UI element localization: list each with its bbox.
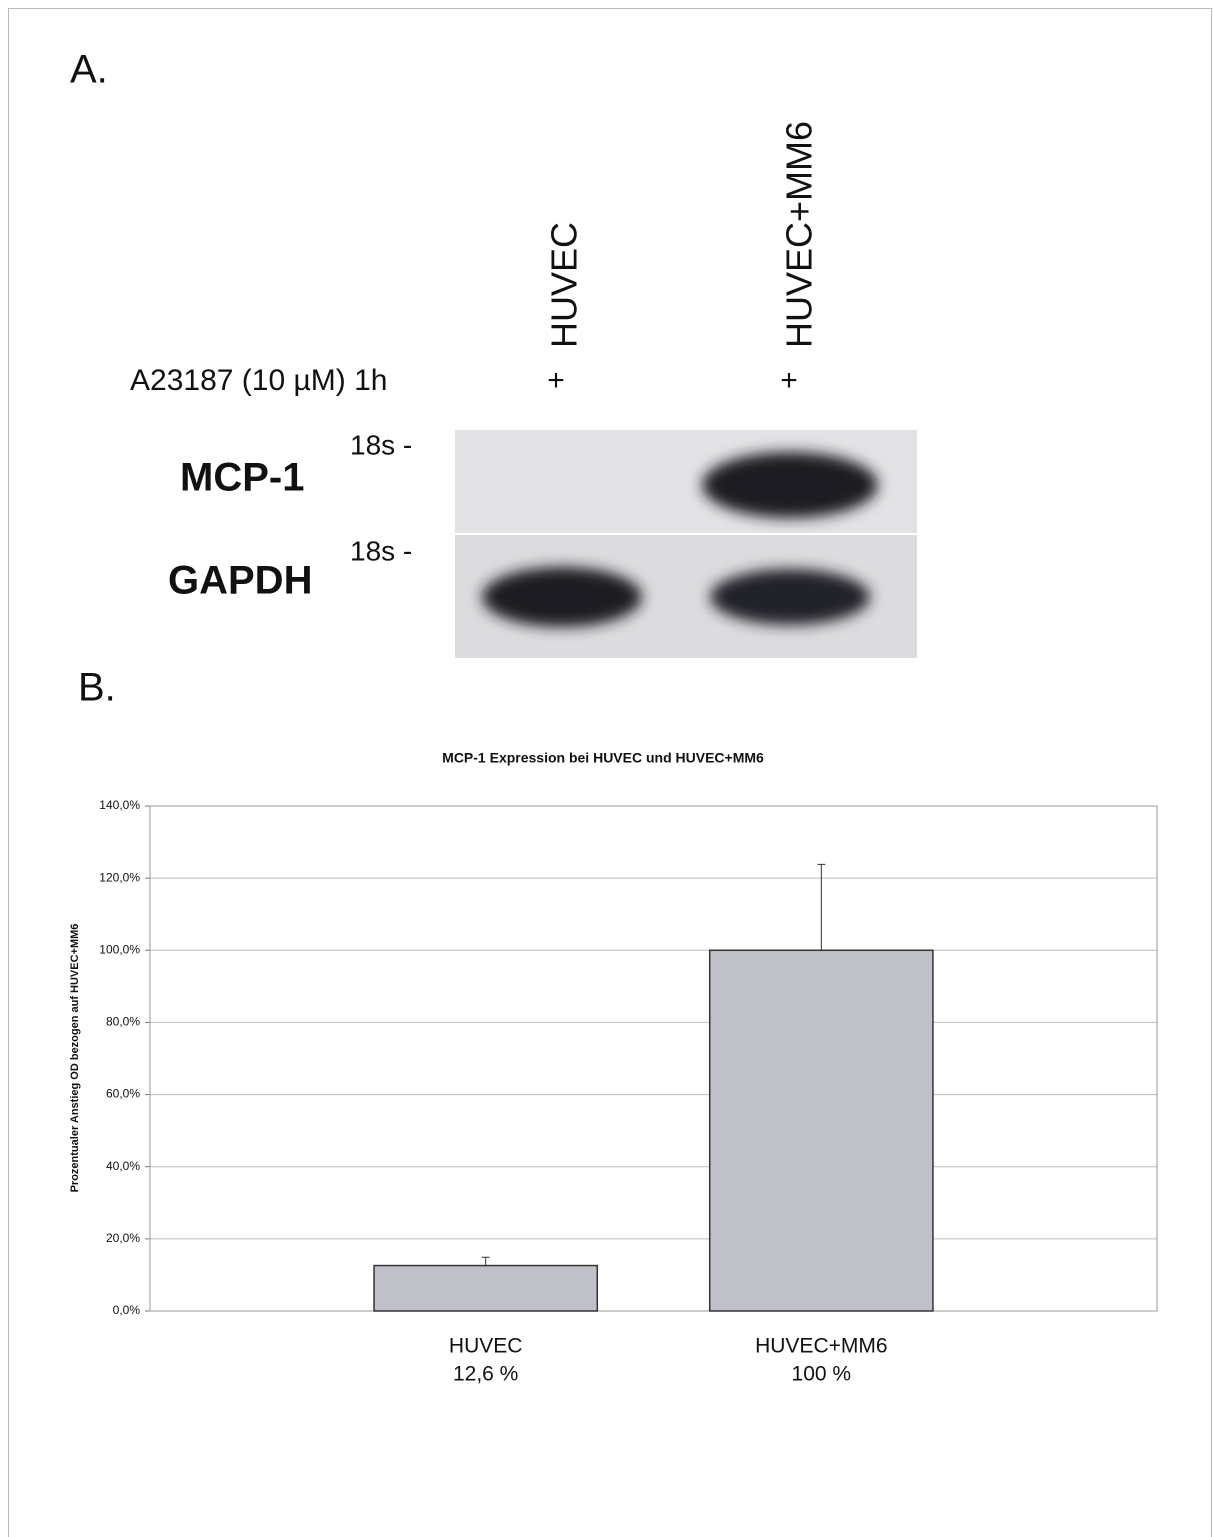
treatment-mark: + [780, 364, 798, 397]
bar [374, 1266, 597, 1311]
gene-label: MCP-1 [180, 456, 304, 500]
plot-border [150, 806, 1157, 1311]
value-label: 100 % [792, 1363, 852, 1386]
x-tick-label: HUVEC+MM6 [755, 1335, 887, 1358]
lane-label: HUVEC+MM6 [779, 121, 820, 348]
gene-label: GAPDH [168, 559, 312, 603]
marker-label: 18s - [350, 429, 412, 460]
error-bar [482, 1257, 490, 1265]
y-tick-label: 140,0% [99, 798, 140, 812]
y-tick-label: 0,0% [113, 1303, 141, 1317]
figure: A. HUVEC HUVEC+MM6 A23187 (10 µM) 1h + +… [0, 0, 1213, 1537]
page-border [9, 9, 1212, 1537]
value-label: 12,6 % [453, 1363, 518, 1386]
y-axis-label: Prozentualer Anstieg OD bezogen auf HUVE… [69, 924, 81, 1193]
chart-title: MCP-1 Expression bei HUVEC und HUVEC+MM6 [442, 750, 764, 766]
y-tick-label: 40,0% [106, 1159, 140, 1173]
panel-a-label: A. [70, 48, 108, 92]
blot [455, 430, 917, 658]
error-bar [817, 864, 825, 950]
y-tick-label: 20,0% [106, 1231, 140, 1245]
panel-b-label: B. [78, 666, 116, 710]
y-tick-label: 120,0% [99, 870, 140, 884]
treatment-label: A23187 (10 µM) 1h [130, 364, 387, 397]
lane-label: HUVEC [544, 222, 585, 348]
treatment-mark: + [547, 364, 565, 397]
bar [710, 950, 933, 1311]
y-tick-label: 60,0% [106, 1087, 140, 1101]
y-tick-label: 80,0% [106, 1015, 140, 1029]
x-tick-label: HUVEC [449, 1335, 523, 1358]
marker-label: 18s - [350, 535, 412, 566]
plot: 0,0% 20,0% 40,0% 60,0% 80,0% 100,0% 120,0% 140,… [99, 798, 1157, 1385]
y-tick-label: 100,0% [99, 942, 140, 956]
